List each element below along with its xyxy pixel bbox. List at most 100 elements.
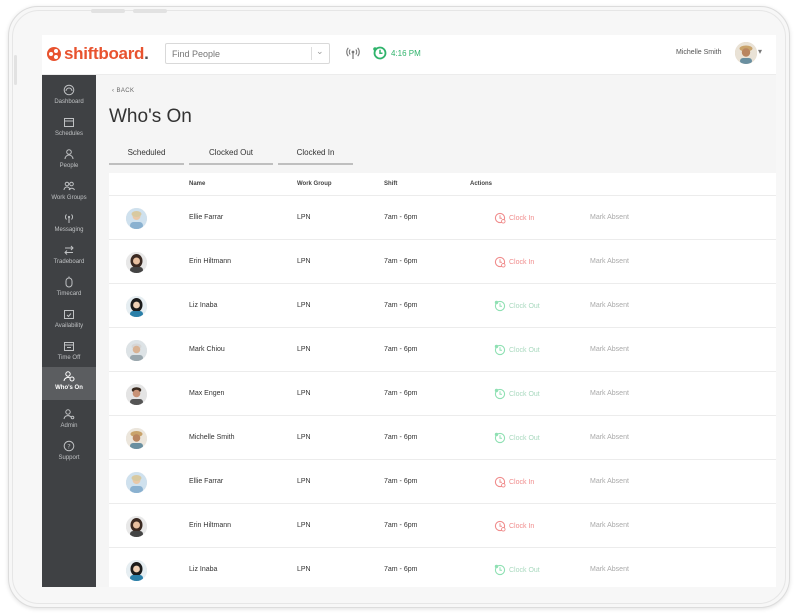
user-name[interactable]: Michelle Smith [676, 49, 722, 56]
table-row[interactable]: Max Engen LPN 7am - 6pm Clock Out Mark A… [109, 371, 776, 416]
table-row[interactable]: Michelle Smith LPN 7am - 6pm Clock Out M… [109, 415, 776, 460]
action-label: Clock Out [509, 302, 540, 310]
sidebar-item-admin[interactable]: Admin [42, 405, 96, 437]
tablet-frame: shiftboard. ⌄ 4: [8, 6, 790, 608]
avatar [126, 296, 147, 317]
action-label: Clock Out [509, 390, 540, 398]
sidebar-item-label: Tradeboard [53, 259, 85, 265]
back-link[interactable]: ‹ BACK [112, 88, 134, 94]
table-row[interactable]: Mark Chiou LPN 7am - 6pm Clock Out Mark … [109, 327, 776, 372]
table-row[interactable]: Ellie Farrar LPN 7am - 6pm Clock In Mark… [109, 459, 776, 504]
logo-text: shiftboard. [64, 44, 149, 63]
employee-name[interactable]: Erin Hiltmann [189, 258, 232, 265]
column-header-name[interactable]: Name [189, 181, 206, 187]
sidebar-item-label: Time Off [57, 355, 81, 361]
live-clock-status[interactable]: 4:16 PM [373, 46, 421, 60]
column-header-shift[interactable]: Shift [384, 181, 398, 187]
clock-in-button[interactable]: Clock In [494, 212, 534, 224]
action-label: Clock In [509, 214, 535, 222]
sidebar-item-work-groups[interactable]: Work Groups [42, 177, 96, 209]
mark-absent-link[interactable]: Mark Absent [590, 566, 629, 573]
action-label: Clock In [509, 522, 535, 530]
main-content: ‹ BACK Who's On Scheduled Clocked Out Cl… [96, 75, 776, 587]
mark-absent-link[interactable]: Mark Absent [590, 258, 629, 265]
clock-out-button[interactable]: Clock Out [494, 300, 540, 312]
sidebar-item-time-off[interactable]: Time Off [42, 337, 96, 369]
svg-text:?: ? [67, 442, 70, 450]
clock-out-button[interactable]: Clock Out [494, 432, 540, 444]
search-input[interactable] [166, 44, 307, 64]
clock-in-icon [494, 212, 506, 224]
mark-absent-link[interactable]: Mark Absent [590, 214, 629, 221]
sidebar-item-schedules[interactable]: Schedules [42, 113, 96, 145]
mark-absent-link[interactable]: Mark Absent [590, 522, 629, 529]
shift-time: 7am - 6pm [384, 522, 418, 529]
avatar [126, 384, 147, 405]
sidebar-item-label: Timecard [56, 291, 82, 297]
whos-on-table: Name Work Group Shift Actions Ellie Farr… [109, 173, 776, 587]
find-people-search[interactable]: ⌄ [165, 43, 330, 64]
hardware-button [133, 9, 167, 13]
tab-clocked-in[interactable]: Clocked In [278, 145, 353, 165]
table-row[interactable]: Erin Hiltmann LPN 7am - 6pm Clock In Mar… [109, 239, 776, 284]
table-row[interactable]: Ellie Farrar LPN 7am - 6pm Clock In Mark… [109, 195, 776, 240]
clock-out-button[interactable]: Clock Out [494, 564, 540, 576]
table-row[interactable]: Erin Hiltmann LPN 7am - 6pm Clock In Mar… [109, 503, 776, 548]
employee-name[interactable]: Mark Chiou [189, 346, 225, 353]
table-row[interactable]: Liz Inaba LPN 7am - 6pm Clock Out Mark A… [109, 283, 776, 328]
avatar [126, 428, 147, 449]
sidebar-item-availability[interactable]: Availability [42, 305, 96, 337]
calendar-off-icon [64, 342, 74, 351]
clock-in-button[interactable]: Clock In [494, 256, 534, 268]
work-group: LPN [297, 214, 311, 221]
sidebar-item-people[interactable]: People [42, 145, 96, 177]
person-icon [64, 149, 74, 160]
employee-name[interactable]: Liz Inaba [189, 302, 218, 309]
employee-name[interactable]: Ellie Farrar [189, 214, 224, 221]
sidebar-item-label: Who's On [55, 385, 83, 391]
mark-absent-link[interactable]: Mark Absent [590, 346, 629, 353]
sidebar-item-timecard[interactable]: Timecard [42, 273, 96, 305]
signal-broadcast-icon[interactable] [346, 46, 360, 60]
sidebar-item-label: Admin [60, 423, 78, 429]
caret-down-icon[interactable]: ▾ [758, 47, 763, 56]
sidebar-item-support[interactable]: ? Support [42, 437, 96, 469]
clock-in-button[interactable]: Clock In [494, 476, 534, 488]
clock-out-button[interactable]: Clock Out [494, 388, 540, 400]
sidebar-item-tradeboard[interactable]: Tradeboard [42, 241, 96, 273]
sidebar-item-label: People [59, 163, 79, 169]
sidebar-item-label: Work Groups [51, 195, 87, 201]
shift-time: 7am - 6pm [384, 214, 418, 221]
employee-name[interactable]: Max Engen [189, 390, 225, 397]
employee-name[interactable]: Ellie Farrar [189, 478, 224, 485]
sidebar-item-messaging[interactable]: Messaging [42, 209, 96, 241]
tab-scheduled[interactable]: Scheduled [109, 145, 184, 165]
employee-name[interactable]: Liz Inaba [189, 566, 218, 573]
chevron-down-icon[interactable]: ⌄ [316, 46, 324, 56]
employee-name[interactable]: Michelle Smith [189, 434, 235, 441]
mark-absent-link[interactable]: Mark Absent [590, 390, 629, 397]
user-avatar[interactable] [735, 42, 757, 64]
mark-absent-link[interactable]: Mark Absent [590, 434, 629, 441]
work-group: LPN [297, 390, 311, 397]
column-header-actions: Actions [470, 181, 493, 187]
work-group: LPN [297, 434, 311, 441]
clock-out-button[interactable]: Clock Out [494, 344, 540, 356]
broadcast-icon [64, 214, 74, 223]
sidebar-item-whos-on[interactable]: Who's On [42, 367, 96, 400]
mark-absent-link[interactable]: Mark Absent [590, 302, 629, 309]
logo-mark-icon [47, 47, 61, 61]
app-screen: shiftboard. ⌄ 4: [42, 35, 776, 587]
employee-name[interactable]: Erin Hiltmann [189, 522, 232, 529]
work-group: LPN [297, 258, 311, 265]
shiftboard-logo[interactable]: shiftboard. [47, 43, 149, 65]
work-group: LPN [297, 302, 311, 309]
sidebar-item-dashboard[interactable]: Dashboard [42, 81, 96, 113]
column-header-work-group[interactable]: Work Group [297, 181, 332, 187]
table-row[interactable]: Liz Inaba LPN 7am - 6pm Clock Out Mark A… [109, 547, 776, 587]
clock-out-icon [494, 564, 506, 576]
person-clock-icon [63, 371, 75, 382]
tab-clocked-out[interactable]: Clocked Out [189, 145, 273, 165]
mark-absent-link[interactable]: Mark Absent [590, 478, 629, 485]
clock-in-button[interactable]: Clock In [494, 520, 534, 532]
